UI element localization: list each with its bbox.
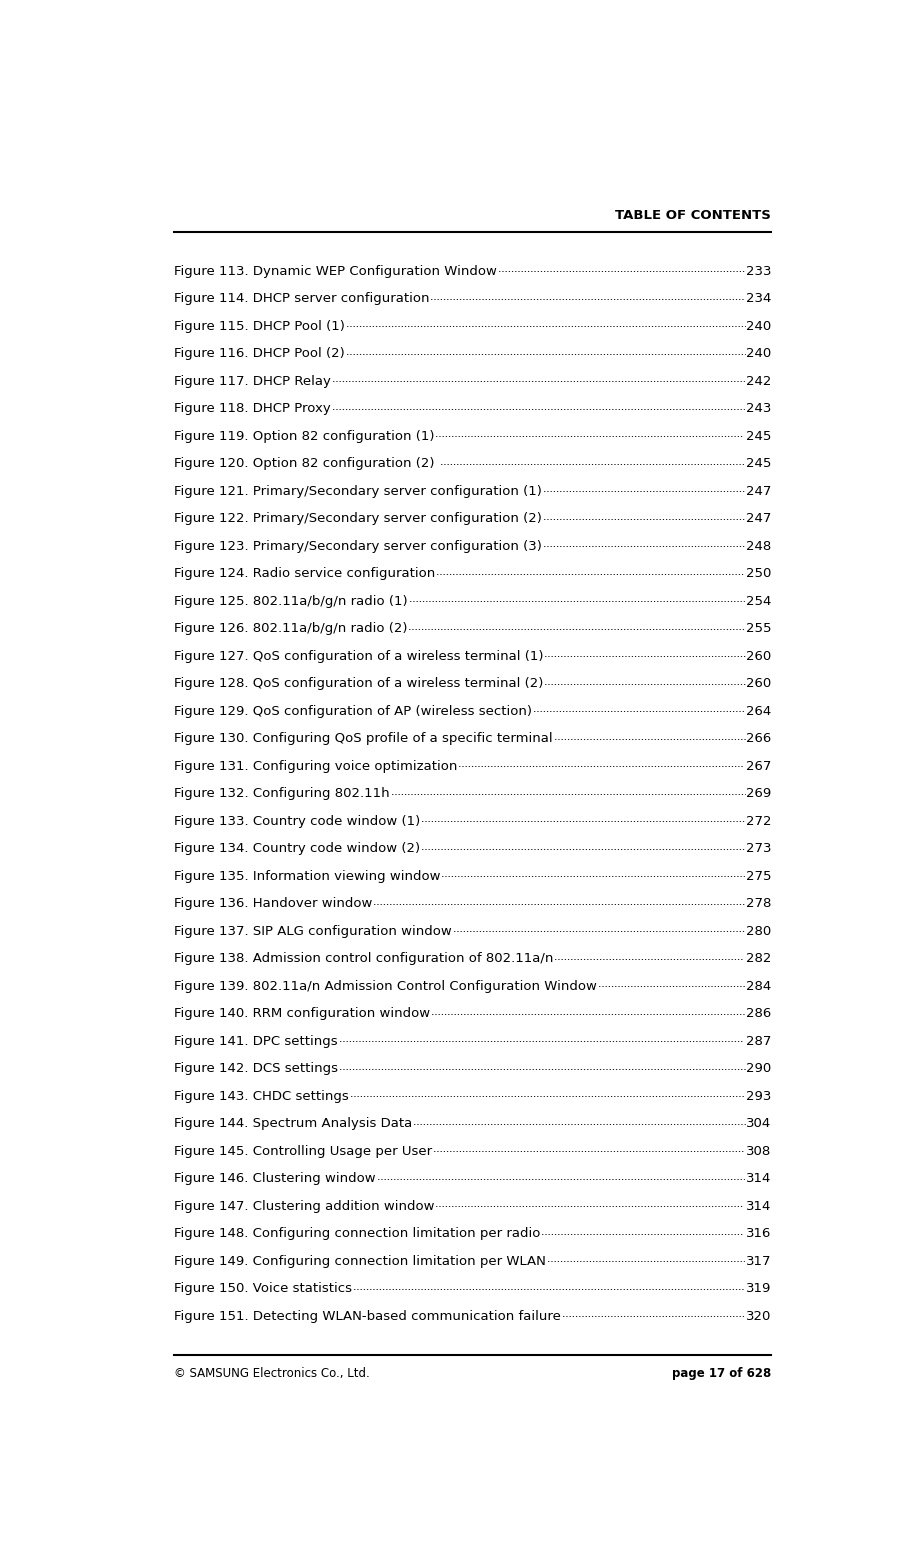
Text: Figure 114. DHCP server configuration: Figure 114. DHCP server configuration — [174, 293, 430, 305]
Text: © SAMSUNG Electronics Co., Ltd.: © SAMSUNG Electronics Co., Ltd. — [174, 1368, 370, 1380]
Text: Figure 147. Clustering addition window: Figure 147. Clustering addition window — [174, 1200, 434, 1213]
Text: Figure 146. Clustering window: Figure 146. Clustering window — [174, 1172, 375, 1185]
Text: 319: 319 — [746, 1282, 771, 1296]
Text: 255: 255 — [746, 623, 771, 635]
Text: Figure 141. DPC settings: Figure 141. DPC settings — [174, 1034, 337, 1049]
Text: Figure 137. SIP ALG configuration window: Figure 137. SIP ALG configuration window — [174, 925, 452, 937]
Text: Figure 120. Option 82 configuration (2): Figure 120. Option 82 configuration (2) — [174, 457, 439, 471]
Text: 264: 264 — [746, 704, 771, 718]
Text: Figure 133. Country code window (1): Figure 133. Country code window (1) — [174, 815, 420, 828]
Text: 273: 273 — [746, 842, 771, 856]
Text: Figure 129. QoS configuration of AP (wireless section): Figure 129. QoS configuration of AP (wir… — [174, 704, 532, 718]
Text: 290: 290 — [746, 1063, 771, 1075]
Text: 242: 242 — [746, 376, 771, 388]
Text: 247: 247 — [746, 512, 771, 526]
Text: Figure 136. Handover window: Figure 136. Handover window — [174, 897, 372, 911]
Text: 254: 254 — [746, 595, 771, 607]
Text: 293: 293 — [746, 1089, 771, 1103]
Text: 278: 278 — [746, 897, 771, 911]
Text: Figure 126. 802.11a/b/g/n radio (2): Figure 126. 802.11a/b/g/n radio (2) — [174, 623, 408, 635]
Text: 314: 314 — [746, 1172, 771, 1185]
Text: Figure 118. DHCP Proxy: Figure 118. DHCP Proxy — [174, 402, 331, 415]
Text: Figure 143. CHDC settings: Figure 143. CHDC settings — [174, 1089, 349, 1103]
Text: 248: 248 — [746, 540, 771, 552]
Text: Figure 148. Configuring connection limitation per radio: Figure 148. Configuring connection limit… — [174, 1227, 540, 1241]
Text: page 17 of 628: page 17 of 628 — [672, 1368, 771, 1380]
Text: Figure 144. Spectrum Analysis Data: Figure 144. Spectrum Analysis Data — [174, 1117, 412, 1130]
Text: Figure 115. DHCP Pool (1): Figure 115. DHCP Pool (1) — [174, 319, 345, 333]
Text: 245: 245 — [746, 430, 771, 443]
Text: Figure 127. QoS configuration of a wireless terminal (1): Figure 127. QoS configuration of a wirel… — [174, 649, 543, 664]
Text: 284: 284 — [746, 980, 771, 992]
Text: Figure 130. Configuring QoS profile of a specific terminal: Figure 130. Configuring QoS profile of a… — [174, 732, 552, 745]
Text: Figure 117. DHCP Relay: Figure 117. DHCP Relay — [174, 376, 331, 388]
Text: 247: 247 — [746, 485, 771, 498]
Text: 275: 275 — [746, 870, 771, 883]
Text: 240: 240 — [746, 319, 771, 333]
Text: Figure 123. Primary/Secondary server configuration (3): Figure 123. Primary/Secondary server con… — [174, 540, 542, 552]
Text: 316: 316 — [746, 1227, 771, 1241]
Text: Figure 139. 802.11a/n Admission Control Configuration Window: Figure 139. 802.11a/n Admission Control … — [174, 980, 597, 992]
Text: 282: 282 — [746, 953, 771, 966]
Text: Figure 119. Option 82 configuration (1): Figure 119. Option 82 configuration (1) — [174, 430, 434, 443]
Text: 269: 269 — [746, 787, 771, 800]
Text: 314: 314 — [746, 1200, 771, 1213]
Text: Figure 121. Primary/Secondary server configuration (1): Figure 121. Primary/Secondary server con… — [174, 485, 542, 498]
Text: Figure 135. Information viewing window: Figure 135. Information viewing window — [174, 870, 441, 883]
Text: Figure 138. Admission control configuration of 802.11a/n: Figure 138. Admission control configurat… — [174, 953, 553, 966]
Text: Figure 150. Voice statistics: Figure 150. Voice statistics — [174, 1282, 352, 1296]
Text: Figure 134. Country code window (2): Figure 134. Country code window (2) — [174, 842, 420, 856]
Text: 240: 240 — [746, 347, 771, 360]
Text: Figure 140. RRM configuration window: Figure 140. RRM configuration window — [174, 1008, 430, 1020]
Text: 317: 317 — [746, 1255, 771, 1268]
Text: 250: 250 — [746, 568, 771, 581]
Text: 243: 243 — [746, 402, 771, 415]
Text: 245: 245 — [746, 457, 771, 471]
Text: 234: 234 — [746, 293, 771, 305]
Text: Figure 122. Primary/Secondary server configuration (2): Figure 122. Primary/Secondary server con… — [174, 512, 542, 526]
Text: Figure 128. QoS configuration of a wireless terminal (2): Figure 128. QoS configuration of a wirel… — [174, 678, 543, 690]
Text: Figure 131. Configuring voice optimization: Figure 131. Configuring voice optimizati… — [174, 761, 457, 773]
Text: Figure 145. Controlling Usage per User: Figure 145. Controlling Usage per User — [174, 1146, 432, 1158]
Text: Figure 151. Detecting WLAN-based communication failure: Figure 151. Detecting WLAN-based communi… — [174, 1310, 561, 1322]
Text: Figure 113. Dynamic WEP Configuration Window: Figure 113. Dynamic WEP Configuration Wi… — [174, 264, 497, 279]
Text: 272: 272 — [746, 815, 771, 828]
Text: 287: 287 — [746, 1034, 771, 1049]
Text: 260: 260 — [746, 649, 771, 664]
Text: 308: 308 — [746, 1146, 771, 1158]
Text: 286: 286 — [746, 1008, 771, 1020]
Text: 233: 233 — [746, 264, 771, 279]
Text: Figure 149. Configuring connection limitation per WLAN: Figure 149. Configuring connection limit… — [174, 1255, 546, 1268]
Text: 304: 304 — [746, 1117, 771, 1130]
Text: Figure 142. DCS settings: Figure 142. DCS settings — [174, 1063, 337, 1075]
Text: Figure 132. Configuring 802.11h: Figure 132. Configuring 802.11h — [174, 787, 389, 800]
Text: 260: 260 — [746, 678, 771, 690]
Text: 320: 320 — [746, 1310, 771, 1322]
Text: Figure 116. DHCP Pool (2): Figure 116. DHCP Pool (2) — [174, 347, 345, 360]
Text: 280: 280 — [746, 925, 771, 937]
Text: TABLE OF CONTENTS: TABLE OF CONTENTS — [615, 210, 771, 222]
Text: Figure 124. Radio service configuration: Figure 124. Radio service configuration — [174, 568, 435, 581]
Text: 266: 266 — [746, 732, 771, 745]
Text: Figure 125. 802.11a/b/g/n radio (1): Figure 125. 802.11a/b/g/n radio (1) — [174, 595, 408, 607]
Text: 267: 267 — [746, 761, 771, 773]
